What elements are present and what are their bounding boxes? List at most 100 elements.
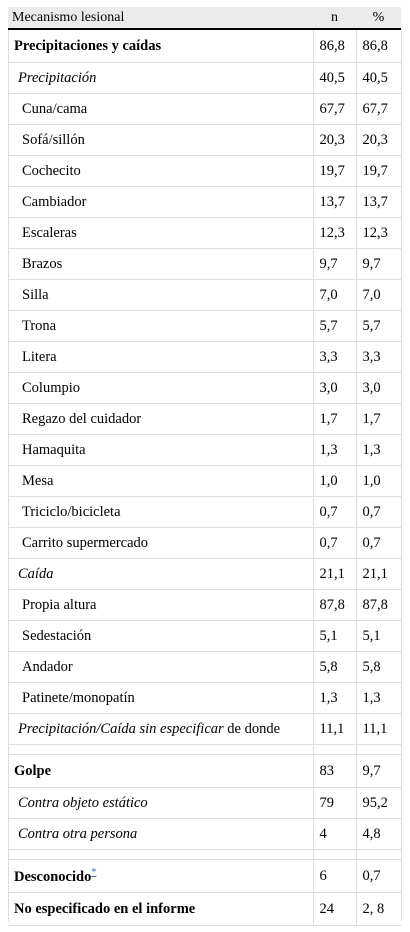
header-mechanism: Mecanismo lesional <box>8 7 313 30</box>
table-row: Cambiador 13,7 13,7 <box>8 186 401 218</box>
row-label: Litera <box>8 341 313 373</box>
row-n: 7,0 <box>312 279 356 311</box>
row-label: Cuna/cama <box>8 93 313 125</box>
row-percent: 9,7 <box>355 754 401 788</box>
row-percent: 5,8 <box>355 651 401 683</box>
row-label: Andador <box>8 651 313 683</box>
table-row: Cochecito 19,7 19,7 <box>8 155 401 187</box>
table-row: Caída 21,1 21,1 <box>8 558 401 590</box>
row-label: Caída <box>8 558 313 590</box>
table-row: Contra otra persona 4 4,8 <box>8 818 401 850</box>
row-percent: 0,7 <box>355 496 401 528</box>
row-percent: 3,0 <box>355 372 401 404</box>
row-percent: 5,7 <box>355 310 401 342</box>
row-n: 20,3 <box>312 124 356 156</box>
row-label: Precipitación/Caída sin especificar de d… <box>8 713 313 745</box>
row-percent: 7,0 <box>355 279 401 311</box>
row-n: 0,7 <box>312 496 356 528</box>
row-label: Brazos <box>8 248 313 280</box>
row-n: 86,8 <box>312 29 356 63</box>
row-percent: 4,8 <box>355 818 401 850</box>
table-container: Mecanismo lesional n % Precipitaciones y… <box>8 7 401 926</box>
row-label: Escaleras <box>8 217 313 249</box>
table-row: Propia altura 87,8 87,8 <box>8 589 401 621</box>
table-row: Sofá/sillón 20,3 20,3 <box>8 124 401 156</box>
row-n: 5,8 <box>312 651 356 683</box>
row-label: Cambiador <box>8 186 313 218</box>
table-row: Cuna/cama 67,7 67,7 <box>8 93 401 125</box>
row-percent: 12,3 <box>355 217 401 249</box>
row-label: Cochecito <box>8 155 313 187</box>
row-percent: 5,1 <box>355 620 401 652</box>
table-row: Andador 5,8 5,8 <box>8 651 401 683</box>
table-row: Litera 3,3 3,3 <box>8 341 401 373</box>
row-label: Golpe <box>8 754 313 788</box>
table-right-border <box>401 29 402 921</box>
row-n: 21,1 <box>312 558 356 590</box>
row-n: 19,7 <box>312 155 356 187</box>
row-label: Contra otra persona <box>8 818 313 850</box>
row-n: 87,8 <box>312 589 356 621</box>
row-percent: 1,3 <box>355 682 401 714</box>
row-percent: 0,7 <box>355 859 401 893</box>
row-n: 79 <box>312 787 356 819</box>
row-label: Sedestación <box>8 620 313 652</box>
row-percent: 9,7 <box>355 248 401 280</box>
row-percent: 67,7 <box>355 93 401 125</box>
row-percent: 21,1 <box>355 558 401 590</box>
row-n: 67,7 <box>312 93 356 125</box>
mechanism-table: Mecanismo lesional n % Precipitaciones y… <box>8 7 401 926</box>
row-percent: 2, 8 <box>355 892 401 926</box>
row-percent: 87,8 <box>355 589 401 621</box>
row-label: Hamaquita <box>8 434 313 466</box>
row-n: 3,0 <box>312 372 356 404</box>
table-row: Silla 7,0 7,0 <box>8 279 401 311</box>
table-header-row: Mecanismo lesional n % <box>8 7 401 30</box>
table-row: Precipitación 40,5 40,5 <box>8 62 401 94</box>
row-n: 1,3 <box>312 682 356 714</box>
row-n: 24 <box>312 892 356 926</box>
row-label: Precipitaciones y caídas <box>8 29 313 63</box>
row-label: Propia altura <box>8 589 313 621</box>
table-row: Mesa 1,0 1,0 <box>8 465 401 497</box>
table-row: Trona 5,7 5,7 <box>8 310 401 342</box>
row-label: Mesa <box>8 465 313 497</box>
row-n: 6 <box>312 859 356 893</box>
row-label: Silla <box>8 279 313 311</box>
table-row: Carrito supermercado 0,7 0,7 <box>8 527 401 559</box>
row-n: 83 <box>312 754 356 788</box>
row-percent: 13,7 <box>355 186 401 218</box>
row-label: No especificado en el informe <box>8 892 313 926</box>
row-percent: 1,3 <box>355 434 401 466</box>
row-label: Precipitación <box>8 62 313 94</box>
table-row: Contra objeto estático 79 95,2 <box>8 787 401 819</box>
row-label-rest: de donde <box>223 720 281 737</box>
row-percent: 0,7 <box>355 527 401 559</box>
row-percent: 95,2 <box>355 787 401 819</box>
row-n: 5,1 <box>312 620 356 652</box>
table-row: Sedestación 5,1 5,1 <box>8 620 401 652</box>
row-label: Triciclo/bicicleta <box>8 496 313 528</box>
table-row: Golpe 83 9,7 <box>8 754 401 788</box>
row-label-italic: Precipitación/Caída sin especificar <box>18 720 224 737</box>
row-label: Carrito supermercado <box>8 527 313 559</box>
row-n: 0,7 <box>312 527 356 559</box>
table-row: Triciclo/bicicleta 0,7 0,7 <box>8 496 401 528</box>
row-label-text: Desconocido <box>14 868 92 885</box>
row-label: Columpio <box>8 372 313 404</box>
row-percent: 1,7 <box>355 403 401 435</box>
row-percent: 1,0 <box>355 465 401 497</box>
footnote-link[interactable]: * <box>91 866 97 878</box>
table-row: Brazos 9,7 9,7 <box>8 248 401 280</box>
row-percent: 40,5 <box>355 62 401 94</box>
row-n: 1,3 <box>312 434 356 466</box>
row-n: 4 <box>312 818 356 850</box>
row-percent: 20,3 <box>355 124 401 156</box>
table-row: Desconocido* 6 0,7 <box>8 859 401 893</box>
row-n: 40,5 <box>312 62 356 94</box>
header-percent: % <box>356 7 401 30</box>
row-percent: 3,3 <box>355 341 401 373</box>
row-n: 12,3 <box>312 217 356 249</box>
row-n: 5,7 <box>312 310 356 342</box>
row-n: 11,1 <box>312 713 356 745</box>
